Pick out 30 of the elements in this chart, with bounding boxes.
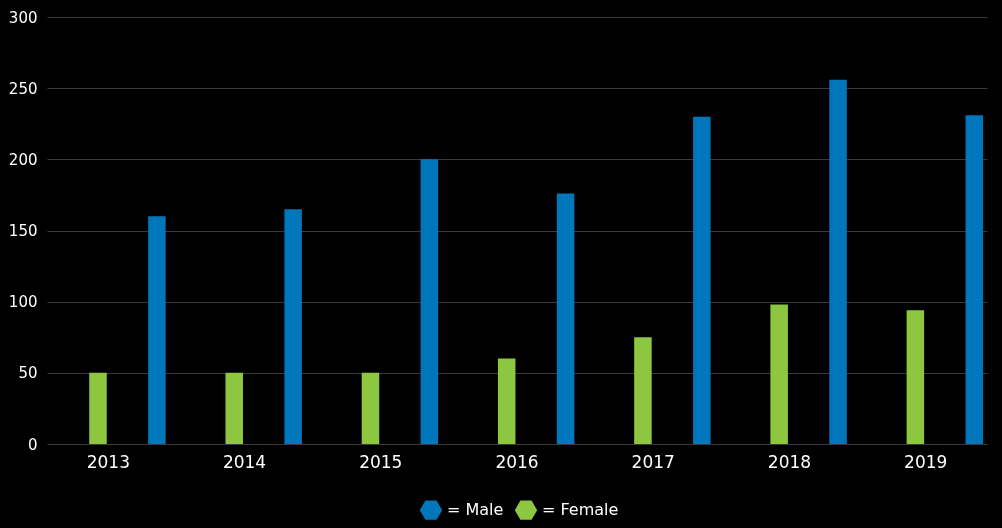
y-tick-label: 250 — [8, 79, 38, 98]
legend-label: = Female — [542, 500, 619, 520]
x-tick-label: 2016 — [495, 451, 539, 472]
bar — [284, 209, 302, 444]
bar — [906, 310, 925, 444]
bar — [693, 116, 711, 444]
y-tick-label: 200 — [8, 150, 38, 169]
bar — [148, 216, 166, 444]
bar — [829, 79, 847, 444]
y-tick-label: 50 — [18, 364, 38, 383]
bar — [556, 193, 575, 444]
bar — [634, 337, 652, 444]
bar — [770, 304, 788, 444]
x-tick-label: 2017 — [631, 451, 675, 472]
x-tick-label: 2014 — [222, 451, 267, 472]
x-tick-label: 2013 — [86, 451, 130, 472]
x-tick-label: 2015 — [359, 451, 403, 472]
x-tick-label: 2018 — [767, 451, 812, 472]
bar — [225, 372, 243, 444]
bar — [89, 372, 107, 444]
legend-label: = Male — [447, 500, 504, 520]
y-tick-label: 150 — [8, 222, 38, 240]
bar — [420, 159, 439, 444]
bar — [497, 358, 516, 444]
y-tick-label: 0 — [27, 435, 38, 454]
x-tick-label: 2019 — [904, 451, 948, 472]
bar — [361, 372, 380, 444]
bar — [965, 115, 984, 444]
y-tick-label: 300 — [8, 8, 38, 27]
y-tick-label: 100 — [8, 293, 38, 312]
